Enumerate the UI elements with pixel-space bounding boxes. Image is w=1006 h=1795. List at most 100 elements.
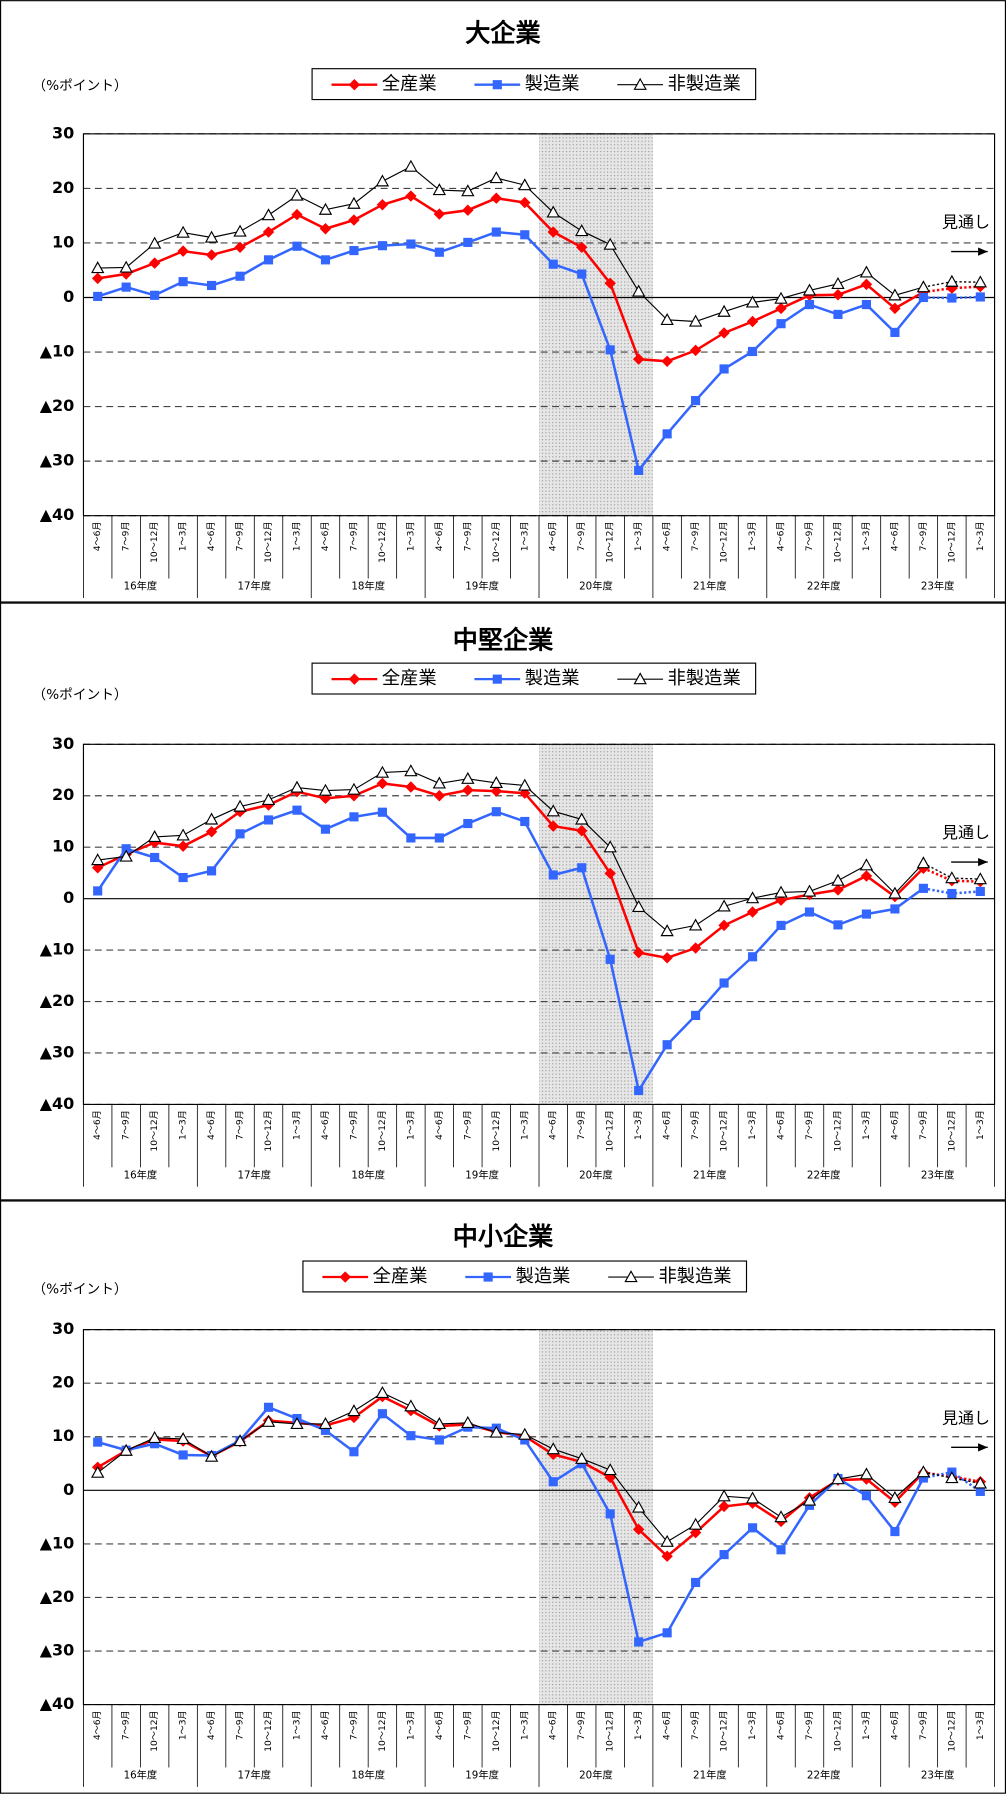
marker-diamond: [177, 840, 189, 852]
marker-triangle: [404, 764, 418, 777]
marker-diamond: [405, 190, 417, 202]
marker-diamond: [262, 226, 275, 238]
marker-square: [577, 269, 587, 279]
marker-square: [804, 907, 815, 917]
x-tick-label: 1～3月: [975, 1110, 986, 1140]
x-tick-label: 7～9月: [348, 521, 359, 551]
marker-square: [662, 1628, 672, 1638]
y-tick-label: 20: [52, 178, 74, 197]
x-tick-label: 1～3月: [975, 1710, 986, 1740]
group-label: 17年度: [237, 1768, 271, 1781]
marker-square: [263, 255, 274, 265]
marker-square: [918, 883, 928, 893]
x-tick-label: 10～12月: [719, 521, 730, 562]
shaded-period: [539, 744, 653, 1105]
marker-square: [292, 805, 302, 815]
marker-triangle: [945, 871, 959, 884]
marker-triangle: [745, 1491, 760, 1504]
marker-square: [93, 886, 103, 896]
y-tick-label: ▲30: [40, 451, 75, 470]
x-tick-label: 1～3月: [291, 521, 302, 551]
marker-square: [434, 833, 444, 843]
marker-diamond: [348, 78, 361, 91]
marker-diamond: [689, 344, 702, 357]
marker-triangle: [546, 1442, 560, 1455]
marker-square: [890, 1526, 900, 1537]
marker-square: [776, 920, 786, 930]
x-tick-label: 4～6月: [662, 1110, 673, 1140]
marker-diamond: [348, 673, 361, 685]
x-tick-label: 4～6月: [889, 1710, 900, 1740]
marker-triangle: [261, 792, 276, 806]
marker-diamond: [348, 214, 360, 226]
group-label: 16年度: [124, 580, 158, 593]
group-label: 20年度: [579, 580, 613, 593]
marker-square: [634, 1085, 644, 1096]
marker-square: [349, 812, 359, 822]
y-tick-label: 0: [63, 1480, 74, 1499]
marker-square: [975, 886, 985, 897]
x-tick-label: 1～3月: [519, 521, 530, 551]
marker-square: [320, 1425, 331, 1435]
marker-diamond: [661, 952, 673, 964]
marker-triangle: [318, 202, 333, 215]
y-tick-label: ▲10: [40, 1533, 75, 1552]
y-axis-label: （%ポイント）: [32, 78, 127, 94]
marker-triangle: [347, 1404, 361, 1417]
marker-square: [235, 271, 245, 281]
x-tick-label: 1～3月: [861, 1110, 872, 1140]
x-tick-label: 4～6月: [206, 1110, 217, 1140]
marker-triangle: [859, 1467, 874, 1480]
marker-square: [975, 1486, 985, 1496]
marker-triangle: [147, 830, 162, 843]
x-tick-label: 7～9月: [462, 1110, 473, 1140]
marker-triangle: [631, 1500, 646, 1513]
legend-box: [302, 1260, 748, 1293]
marker-diamond: [547, 820, 559, 832]
marker-triangle: [973, 1476, 988, 1489]
x-tick-label: 10～12月: [946, 1110, 957, 1151]
marker-square: [605, 345, 615, 355]
x-tick-label: 7～9月: [121, 521, 132, 551]
marker-square: [719, 364, 729, 374]
marker-square: [605, 1509, 615, 1519]
marker-diamond: [405, 781, 417, 793]
marker-square: [207, 280, 217, 291]
marker-diamond: [376, 199, 389, 211]
x-tick-label: 7～9月: [121, 1110, 132, 1140]
y-tick-label: 10: [52, 1426, 74, 1445]
y-tick-label: ▲30: [40, 1641, 75, 1660]
marker-diamond: [462, 784, 474, 796]
marker-triangle: [973, 275, 988, 288]
marker-square: [634, 1637, 644, 1647]
marker-square: [719, 978, 729, 988]
marker-square: [349, 1447, 359, 1457]
marker-square: [263, 1402, 274, 1412]
marker-triangle: [802, 884, 817, 897]
marker-square: [634, 465, 644, 475]
plot-border: [82, 133, 996, 517]
marker-square: [747, 346, 758, 357]
marker-triangle: [745, 295, 760, 308]
x-tick-label: 4～6月: [320, 521, 331, 551]
y-tick-label: ▲40: [40, 1694, 75, 1713]
x-tick-label: 10～12月: [149, 521, 160, 562]
marker-diamond: [148, 257, 161, 269]
marker-square: [520, 230, 530, 240]
group-label: 20年度: [579, 1168, 613, 1181]
marker-triangle: [774, 1510, 788, 1523]
marker-square: [263, 815, 274, 825]
marker-square: [662, 429, 672, 439]
x-tick-label: 1～3月: [178, 521, 189, 551]
marker-triangle: [233, 224, 247, 237]
marker-square: [178, 1450, 188, 1460]
marker-diamond: [832, 884, 844, 896]
x-tick-label: 10～12月: [491, 1110, 502, 1151]
marker-square: [320, 824, 331, 834]
y-tick-label: ▲40: [40, 1094, 75, 1113]
marker-diamond: [462, 204, 474, 216]
marker-square: [548, 870, 558, 880]
legend-label: 全産業: [373, 1266, 428, 1287]
marker-square: [548, 1477, 558, 1487]
x-tick-label: 10～12月: [832, 1110, 843, 1151]
